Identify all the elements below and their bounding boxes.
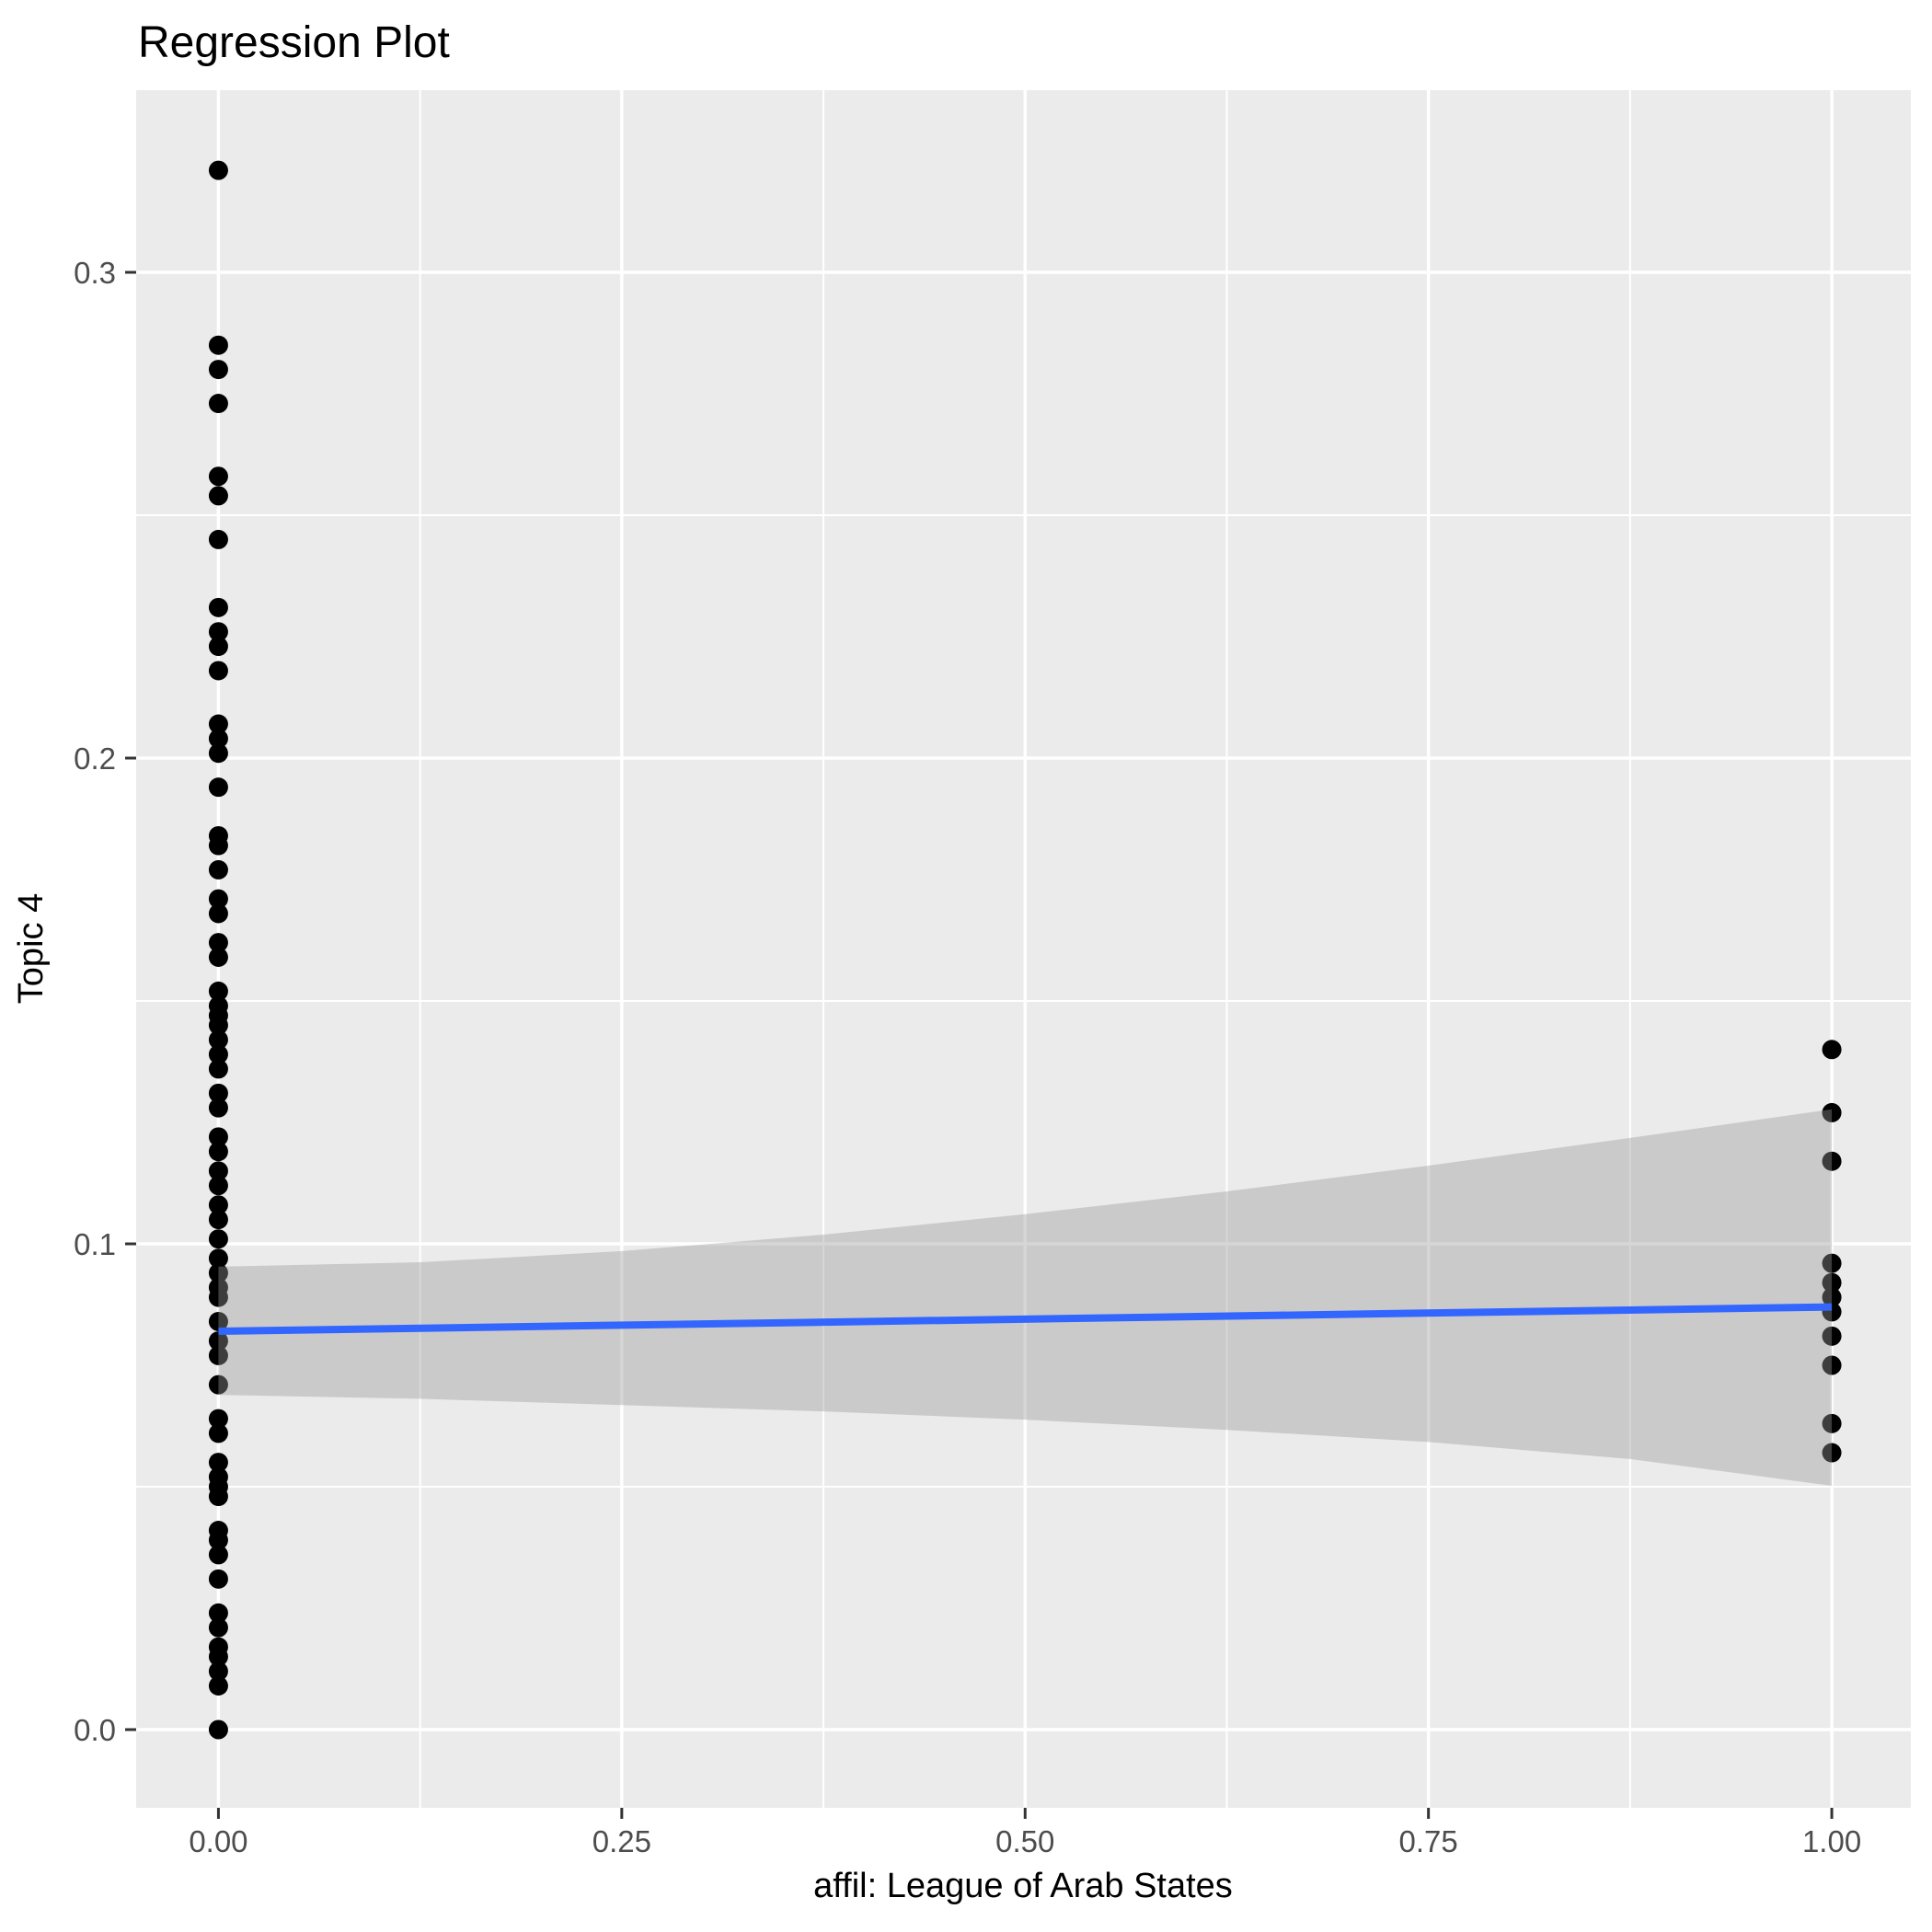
- axis-tick-labels-group: 0.00 0.25 0.50 0.75 1.00 0.0 0.1 0.2 0.3: [74, 256, 1861, 1858]
- scatter-point: [208, 486, 228, 506]
- scatter-point: [208, 1603, 228, 1623]
- scatter-point: [208, 1142, 228, 1162]
- scatter-point: [208, 1044, 228, 1064]
- scatter-point: [208, 1248, 228, 1269]
- x-tick-label: 0.25: [592, 1824, 651, 1858]
- scatter-point: [208, 1662, 228, 1682]
- axis-ticks-group: [125, 270, 1834, 1819]
- x-tick-label: 0.00: [189, 1824, 247, 1858]
- scatter-point: [208, 160, 228, 180]
- scatter-point: [208, 1083, 228, 1103]
- scatter-point: [208, 835, 228, 856]
- scatter-point: [208, 981, 228, 1001]
- scatter-point: [208, 1098, 228, 1118]
- scatter-point: [208, 1210, 228, 1230]
- x-tick-label: 1.00: [1802, 1824, 1861, 1858]
- scatter-point: [208, 1545, 228, 1565]
- scatter-point: [208, 903, 228, 924]
- scatter-point: [208, 1719, 228, 1740]
- scatter-point: [1822, 1253, 1842, 1273]
- scatter-point: [208, 1487, 228, 1507]
- scatter-point: [1822, 1413, 1842, 1433]
- plot-title: Regression Plot: [138, 18, 450, 67]
- scatter-point: [208, 1530, 228, 1550]
- confidence-band-group: [218, 1109, 1833, 1486]
- regression-line: [218, 1303, 1833, 1336]
- scatter-point: [208, 1374, 228, 1395]
- scatter-point: [1822, 1151, 1842, 1171]
- scatter-point: [208, 1229, 228, 1249]
- scatter-point: [208, 335, 228, 355]
- x-tick-label: 0.50: [995, 1824, 1054, 1858]
- scatter-point: [208, 1409, 228, 1429]
- scatter-point: [1822, 1287, 1842, 1307]
- scatter-point: [208, 1287, 228, 1307]
- panel-background: [136, 90, 1911, 1808]
- scatter-point: [208, 1311, 228, 1331]
- scatter-point: [208, 947, 228, 967]
- scatter-point: [208, 394, 228, 414]
- scatter-point: [208, 743, 228, 764]
- scatter-point: [208, 360, 228, 380]
- scatter-point: [208, 777, 228, 798]
- scatter-point: [208, 1647, 228, 1667]
- y-axis-title: Topic 4: [12, 893, 51, 1004]
- major-gridlines: [136, 90, 1911, 1808]
- scatter-point: [208, 889, 228, 909]
- scatter-point: [208, 622, 228, 642]
- y-tick-label: 0.3: [74, 256, 116, 290]
- scatter-point: [208, 933, 228, 953]
- scatter-point: [1822, 1443, 1842, 1463]
- y-tick-label: 0.2: [74, 742, 116, 776]
- scatter-point: [1822, 1326, 1842, 1346]
- y-tick-label: 0.0: [74, 1713, 116, 1747]
- scatter-point: [208, 1127, 228, 1147]
- scatter-point: [1822, 1355, 1842, 1375]
- scatter-point: [208, 1569, 228, 1589]
- scatter-point: [208, 1015, 228, 1035]
- scatter-point: [208, 1195, 228, 1215]
- scatter-point: [208, 859, 228, 880]
- y-tick-label: 0.1: [74, 1227, 116, 1261]
- x-tick-label: 0.75: [1399, 1824, 1458, 1858]
- scatter-point: [1822, 1040, 1842, 1060]
- scatter-point: [208, 1453, 228, 1473]
- scatter-point: [208, 597, 228, 617]
- x-axis-title: affil: League of Arab States: [813, 1867, 1233, 1905]
- scatter-point: [208, 637, 228, 657]
- scatter-point: [208, 466, 228, 487]
- scatter-point: [208, 661, 228, 681]
- scatter-point: [208, 1263, 228, 1283]
- confidence-band: [218, 1109, 1833, 1486]
- scatter-point: [208, 714, 228, 734]
- scatter-point: [208, 1423, 228, 1443]
- scatter-point: [1822, 1102, 1842, 1122]
- scatter-point: [208, 529, 228, 549]
- scatter-point: [208, 1617, 228, 1638]
- scatter-point: [208, 1345, 228, 1365]
- scatter-point: [208, 1675, 228, 1696]
- scatter-point: [208, 1059, 228, 1079]
- scatter-point: [208, 729, 228, 749]
- scatter-point: [208, 1331, 228, 1351]
- scatter-point: [208, 1029, 228, 1050]
- minor-gridlines: [136, 90, 1911, 1808]
- scatter-point: [208, 1176, 228, 1196]
- regression-line-group: [218, 1303, 1833, 1336]
- scatter-points-group: [208, 160, 1842, 1740]
- scatter-point: [1822, 1272, 1842, 1293]
- scatter-point: [208, 1161, 228, 1181]
